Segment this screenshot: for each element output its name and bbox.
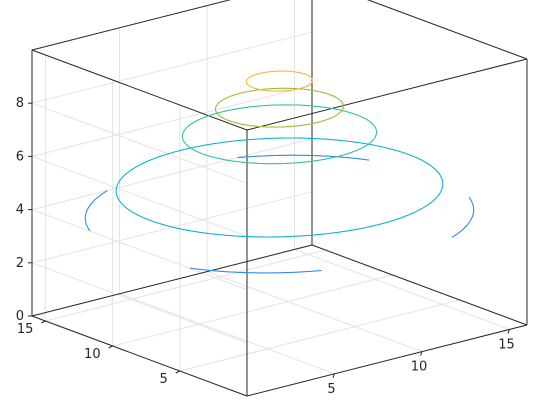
grid-line-floor-x bbox=[119, 293, 335, 375]
y-tick-mark bbox=[41, 320, 46, 324]
box-edge-0 bbox=[246, 324, 528, 397]
z-tick-label: 0 bbox=[16, 309, 24, 324]
box-edge-3 bbox=[31, 244, 313, 317]
grid-line-floor-x bbox=[206, 271, 423, 353]
x-tick-label: 5 bbox=[327, 382, 335, 397]
contour-lines bbox=[84, 70, 475, 274]
y-tick-label: 10 bbox=[84, 347, 101, 362]
grid-line-sidewall-z bbox=[31, 209, 248, 291]
y-tick-mark bbox=[175, 370, 181, 374]
z-tick-label: 4 bbox=[16, 203, 24, 218]
contour-level-5 bbox=[115, 137, 444, 238]
box-edge-8 bbox=[246, 58, 528, 131]
grid-line-backwall-z bbox=[31, 84, 313, 157]
grid-line-backwall-z bbox=[31, 31, 313, 104]
axes-box bbox=[31, 0, 528, 397]
contour-level-4-part-2 bbox=[84, 190, 108, 232]
grid-line-backwall-z bbox=[31, 138, 313, 211]
box-edge-1 bbox=[31, 315, 248, 397]
contour-level-7 bbox=[181, 104, 378, 165]
box-edge-9 bbox=[31, 49, 248, 131]
box-edge-2 bbox=[311, 244, 528, 326]
contour-level-9 bbox=[245, 70, 314, 92]
contour-level-4-part-4 bbox=[451, 196, 475, 238]
y-tick-mark bbox=[108, 345, 113, 349]
x-tick-mark bbox=[332, 373, 335, 378]
z-tick-label: 8 bbox=[16, 96, 24, 111]
grid-lines bbox=[31, 0, 510, 397]
grid-line-sidewall-z bbox=[31, 262, 248, 344]
x-tick-label: 15 bbox=[498, 337, 515, 352]
x-tick-mark bbox=[420, 351, 423, 356]
grid-line-sidewall-z bbox=[31, 102, 248, 184]
contour-level-8 bbox=[214, 87, 345, 128]
grid-line-floor-y bbox=[112, 274, 393, 347]
contour-level-4-part-1 bbox=[237, 154, 370, 161]
x-tick-label: 10 bbox=[411, 360, 428, 375]
grid-line-floor-x bbox=[294, 248, 510, 330]
grid-line-floor-y bbox=[179, 299, 460, 372]
contour-level-4-part-3 bbox=[189, 267, 322, 274]
y-tick-label: 5 bbox=[160, 372, 168, 387]
y-tick-label: 15 bbox=[17, 322, 34, 337]
z-tick-label: 6 bbox=[16, 149, 24, 164]
box-edge-10 bbox=[367, 0, 528, 60]
x-tick-mark bbox=[507, 329, 510, 334]
grid-line-floor-y bbox=[45, 249, 326, 322]
grid-line-sidewall-z bbox=[31, 155, 248, 237]
box-edge-11 bbox=[31, 0, 232, 51]
z-tick-label: 2 bbox=[16, 256, 24, 271]
